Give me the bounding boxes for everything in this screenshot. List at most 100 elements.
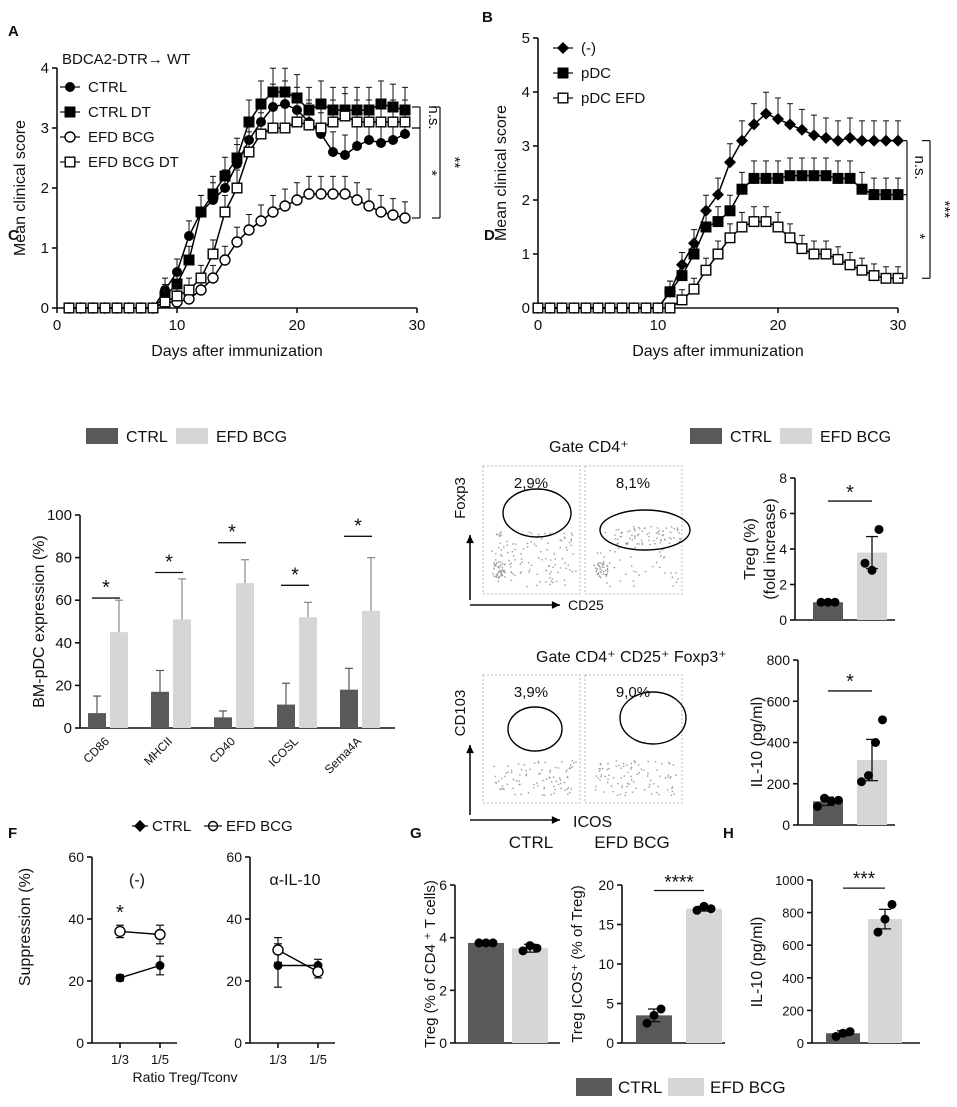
- panelG-legend-swatch-efd: [668, 1078, 704, 1096]
- panelB-data-point: [688, 248, 700, 260]
- panelG2-data-point: [699, 901, 709, 911]
- panelB-data-point: [604, 302, 616, 314]
- panelA-data-point: [63, 302, 75, 314]
- panelF-sub2-series-line: [277, 949, 319, 973]
- panelD-data-point: [867, 565, 877, 575]
- panelB-data-point: [628, 302, 640, 314]
- panelA-data-point: [267, 206, 279, 218]
- panelA-data-point: [327, 188, 339, 200]
- panelH-data-point: [838, 1028, 848, 1038]
- panelF-xlabel: Ratio Treg/Tconv: [132, 1069, 237, 1085]
- panel-letter-A: A: [8, 23, 19, 40]
- panelA-xtick-label: 20: [289, 317, 306, 334]
- panelB-data-point: [832, 134, 844, 147]
- panelA-ytick-label: 3: [41, 120, 49, 137]
- panelC-ytick-label: 20: [55, 677, 72, 694]
- panelH-data-point: [887, 899, 897, 909]
- panelB-data-point: [760, 172, 772, 184]
- panelB-data-point: [712, 216, 724, 228]
- panelB-data-point: [724, 156, 736, 169]
- panelD-data-point: [823, 597, 833, 607]
- panelF-sub1-title: (-): [129, 872, 145, 889]
- panelD-legend-label-ctrl: CTRL: [730, 429, 772, 446]
- panelD-axis-y-label2: CD103: [452, 690, 469, 737]
- panelF-sub1-ytick-label: 20: [68, 973, 84, 989]
- panelD-arrow-y-head: [466, 535, 474, 544]
- panelA-data-point: [243, 224, 255, 236]
- panelD-arrow-x2-head: [551, 816, 560, 824]
- panelB-data-point: [880, 134, 892, 147]
- panelA-data-point: [291, 194, 303, 206]
- panelB-data-point: [772, 172, 784, 184]
- panelD-ytick-label: 6: [779, 506, 787, 522]
- panelF-legend-label-efd: EFD BCG: [226, 818, 293, 835]
- panelB-data-point: [700, 204, 712, 217]
- panelC-xtick-label: CD86: [81, 734, 113, 766]
- panelC-legend-label-efd: EFD BCG: [216, 429, 287, 446]
- panelG1-ytick-label: 0: [439, 1035, 447, 1051]
- panelA-data-point: [399, 116, 411, 128]
- panelG1-ytick-label: 2: [439, 982, 447, 998]
- panelA-sig-label: n.s.: [425, 105, 442, 129]
- panelG2-ytick-label: 15: [598, 917, 614, 933]
- panelF-sub2-xtick-label: 1/3: [269, 1052, 287, 1067]
- panelA-data-point: [195, 206, 207, 218]
- panelC-ytick-label: 40: [55, 635, 72, 652]
- panelB-data-point: [640, 302, 652, 314]
- panelH-ytick-label: 400: [782, 971, 804, 986]
- panelG1-data-point: [525, 941, 535, 951]
- panelC-ytick-label: 0: [64, 720, 72, 737]
- panelB-data-point: [844, 172, 856, 184]
- panelB-data-point: [832, 253, 844, 265]
- panelB-data-point: [736, 183, 748, 195]
- panelA-data-point: [183, 254, 195, 266]
- panelA-legend-label: CTRL DT: [88, 104, 151, 121]
- panelD-legend-label-efd: EFD BCG: [820, 429, 891, 446]
- panelB-data-point: [808, 248, 820, 260]
- panelF-sub1-ytick-label: 40: [68, 911, 84, 927]
- panelB-data-point: [700, 264, 712, 276]
- panelG2-ytick-label: 0: [606, 1035, 614, 1051]
- panelH-ytick-label: 1000: [775, 873, 804, 888]
- panelE-data-point: [827, 796, 836, 806]
- panelA-data-point: [315, 98, 327, 110]
- panelC-bar-efd-bcg: [110, 632, 128, 728]
- panelC-bar-efd-bcg: [236, 583, 254, 728]
- panelB-data-point: [592, 302, 604, 314]
- panelB-series-line: [538, 220, 898, 309]
- panelB-data-point: [748, 172, 760, 184]
- panelB-legend-marker: [557, 42, 569, 54]
- panelB-data-point: [772, 113, 784, 125]
- panelB-data-point: [568, 302, 580, 314]
- panelC-bar-ctrl: [340, 689, 358, 728]
- panelA-data-point: [220, 183, 230, 193]
- panelB-data-point: [796, 123, 808, 136]
- panelA-data-point: [195, 284, 207, 296]
- panelF-sub2-xtick-label: 1/5: [309, 1052, 327, 1067]
- panelG-legend-label-efd: EFD BCG: [710, 1078, 786, 1097]
- panelB-data-point: [772, 221, 784, 233]
- panelH-ytick-label: 800: [782, 906, 804, 921]
- panelB-data-point: [856, 134, 868, 147]
- panelA-legend-label: EFD BCG DT: [88, 154, 179, 171]
- panelB-data-point: [664, 302, 676, 314]
- panelH-bar: [826, 1033, 860, 1043]
- panelB-sig-label: ***: [936, 201, 953, 219]
- panelA-data-point: [363, 116, 375, 128]
- panelB-legend-marker: [557, 67, 569, 79]
- panelA-data-point: [75, 302, 87, 314]
- panelD-legend-swatch-efd: [780, 428, 812, 444]
- panelC-bar-efd-bcg: [173, 619, 191, 728]
- panelB-data-point: [580, 302, 592, 314]
- panelD-flow-plot: [482, 465, 581, 595]
- panelB-data-point: [736, 221, 748, 233]
- panelH-data-point: [880, 914, 890, 924]
- panelA-data-point: [135, 302, 147, 314]
- panelC-legend-swatch-efd: [176, 428, 208, 444]
- panelC-ytick-label: 100: [47, 507, 72, 524]
- panelG1-data-point: [518, 946, 528, 956]
- panelA-xtick-label: 10: [169, 317, 186, 334]
- panelB-data-point: [748, 118, 760, 131]
- panelF-sub2-ytick-label: 40: [226, 911, 242, 927]
